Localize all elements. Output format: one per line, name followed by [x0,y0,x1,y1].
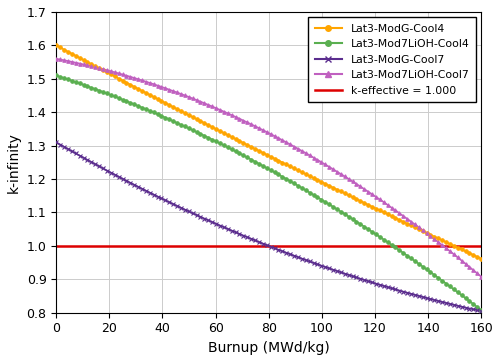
Y-axis label: k-infinity: k-infinity [7,132,21,193]
X-axis label: Burnup (MWd/kg): Burnup (MWd/kg) [208,341,330,355]
Legend: Lat3-ModG-Cool4, Lat3-Mod7LiOH-Cool4, Lat3-ModG-Cool7, Lat3-Mod7LiOH-Cool7, k-ef: Lat3-ModG-Cool4, Lat3-Mod7LiOH-Cool4, La… [308,17,476,102]
